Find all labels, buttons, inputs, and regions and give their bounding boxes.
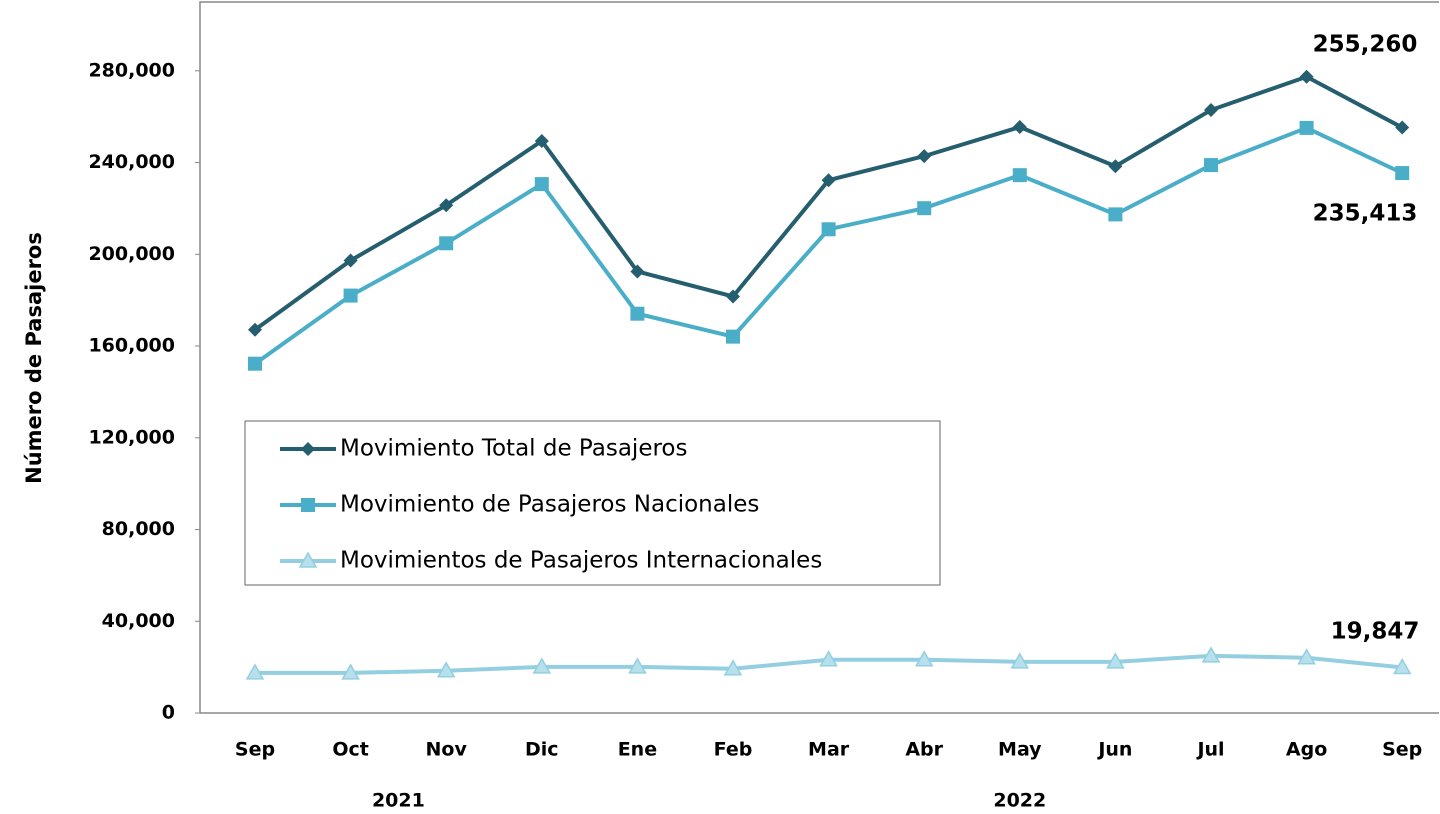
marker <box>1395 166 1410 181</box>
x-tick-label: Abr <box>905 739 943 761</box>
x-tick-label: Sep <box>235 739 275 761</box>
marker <box>439 198 454 213</box>
y-tick-label: 280,000 <box>88 59 175 81</box>
x-tick-label: Jul <box>1195 739 1224 761</box>
y-tick-label: 0 <box>162 702 175 724</box>
data-label: 19,847 <box>1331 619 1420 645</box>
x-tick-label: Jun <box>1096 739 1132 761</box>
data-label: 235,413 <box>1313 201 1418 227</box>
marker <box>1108 207 1123 222</box>
marker <box>1106 652 1125 669</box>
marker <box>301 498 315 512</box>
marker <box>1201 646 1221 663</box>
x-tick-label: Oct <box>332 739 369 761</box>
marker <box>628 657 647 674</box>
x-tick-label: Dic <box>525 739 559 761</box>
y-tick-label: 240,000 <box>88 151 175 173</box>
marker <box>726 329 740 344</box>
marker <box>534 177 549 192</box>
marker <box>439 236 454 251</box>
y-tick-label: 200,000 <box>88 243 175 265</box>
marker <box>819 650 838 667</box>
y-tick-label: 40,000 <box>102 610 175 632</box>
x-group-label: 2022 <box>993 790 1046 812</box>
marker <box>723 659 743 676</box>
marker <box>630 264 645 279</box>
marker <box>1299 120 1314 135</box>
marker <box>1299 69 1314 84</box>
legend-label: Movimientos de Pasajeros Internacionales <box>340 548 822 574</box>
marker <box>726 289 740 304</box>
series-line <box>253 74 1404 332</box>
marker <box>821 222 836 237</box>
marker <box>1392 657 1412 675</box>
series-line <box>253 125 1404 366</box>
y-tick-label: 120,000 <box>88 426 175 448</box>
marker <box>917 201 932 216</box>
plot-frame <box>199 1 1439 713</box>
x-tick-label: Ene <box>618 739 657 761</box>
legend-label: Movimiento Total de Pasajeros <box>340 436 687 462</box>
marker <box>914 650 934 667</box>
marker <box>245 663 265 680</box>
y-tick-label: 160,000 <box>88 335 175 357</box>
y-axis-label: Número de Pasajeros <box>22 232 46 484</box>
marker <box>1012 168 1027 183</box>
marker <box>248 356 262 371</box>
marker <box>248 322 262 337</box>
marker <box>1204 158 1218 173</box>
x-tick-label: May <box>998 739 1042 761</box>
x-tick-label: Feb <box>714 739 753 761</box>
x-tick-label: Sep <box>1382 739 1422 761</box>
marker <box>1297 648 1316 665</box>
marker <box>436 661 456 678</box>
marker <box>532 657 552 674</box>
marker <box>298 551 318 568</box>
marker <box>534 133 549 148</box>
marker <box>1108 159 1123 174</box>
marker <box>1204 103 1218 118</box>
data-label: 255,260 <box>1313 32 1418 58</box>
marker <box>821 173 836 188</box>
marker <box>341 663 360 680</box>
y-tick-label: 80,000 <box>102 518 175 540</box>
legend-label: Movimiento de Pasajeros Nacionales <box>340 492 759 518</box>
marker <box>343 253 358 268</box>
marker <box>630 306 645 321</box>
marker <box>1012 119 1027 134</box>
marker <box>343 288 358 303</box>
marker <box>1395 120 1410 135</box>
legend-box <box>244 420 941 586</box>
x-tick-label: Ago <box>1286 739 1327 761</box>
x-group-label: 2021 <box>372 790 425 812</box>
marker <box>917 149 932 164</box>
marker <box>301 442 315 456</box>
x-tick-label: Mar <box>808 739 850 761</box>
marker <box>1010 652 1030 669</box>
x-tick-label: Nov <box>426 739 468 761</box>
